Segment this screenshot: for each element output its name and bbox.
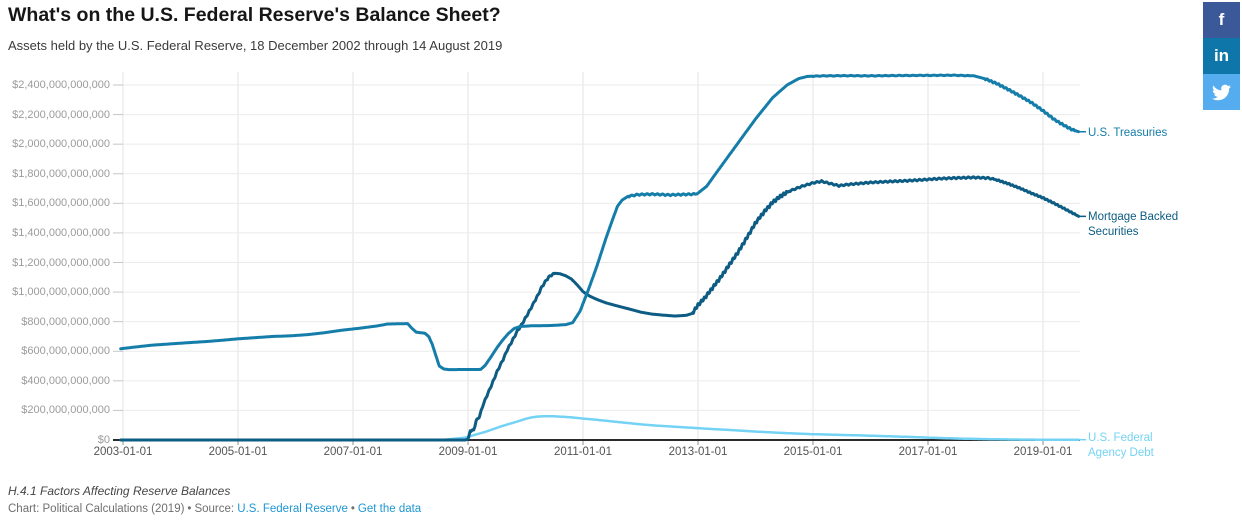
- y-tick-label: $800,000,000,000: [21, 315, 110, 328]
- series-label-us-federal-agency-debt: U.S. Federal Agency Debt: [1088, 431, 1200, 461]
- linkedin-share-button[interactable]: in: [1203, 38, 1240, 74]
- y-tick-label: $2,400,000,000,000: [12, 79, 110, 91]
- x-tick-label: 2019-01-01: [1013, 446, 1073, 458]
- series-label-line: Agency Debt: [1088, 447, 1154, 459]
- x-tick-label: 2013-01-01: [668, 446, 728, 458]
- page-subtitle: Assets held by the U.S. Federal Reserve,…: [8, 38, 503, 53]
- y-tick-label: $1,200,000,000,000: [12, 256, 110, 269]
- series-label-mortgage-backed-securities: Mortgage Backed Securities: [1088, 210, 1200, 240]
- page-title: What's on the U.S. Federal Reserve's Bal…: [8, 4, 501, 26]
- x-tick-label: 2009-01-01: [438, 446, 498, 458]
- y-tick-label: $1,600,000,000,000: [12, 197, 110, 210]
- source-link[interactable]: U.S. Federal Reserve: [237, 503, 348, 515]
- line-us-treasuries[interactable]: [119, 73, 1081, 372]
- x-tick-label: 2017-01-01: [898, 446, 958, 458]
- line-us-federal-agency-debt[interactable]: [119, 414, 1080, 442]
- source-label: Source:: [194, 503, 235, 515]
- linkedin-icon: in: [1213, 46, 1230, 65]
- overlay-layer: [1078, 130, 1086, 441]
- x-tick-label: 2011-01-01: [554, 446, 612, 458]
- y-tick-label: $200,000,000,000: [21, 404, 110, 417]
- series-label-line: U.S. Treasuries: [1088, 127, 1168, 139]
- series-label-us-treasuries: U.S. Treasuries: [1088, 126, 1200, 141]
- y-tick-label: $400,000,000,000: [21, 374, 110, 387]
- series-label-line: Securities: [1088, 226, 1139, 238]
- x-tick-label: 2003-01-01: [93, 446, 153, 458]
- credit-text: Chart: Political Calculations (2019): [8, 503, 185, 515]
- y-tick-label: $600,000,000,000: [21, 345, 110, 358]
- get-the-data-link[interactable]: Get the data: [357, 503, 422, 515]
- y-tick-label: $2,000,000,000,000: [12, 138, 110, 151]
- series-label-line: U.S. Federal: [1088, 432, 1153, 444]
- y-tick-label: $1,800,000,000,000: [12, 167, 110, 180]
- social-share-bar: f in: [1203, 2, 1240, 110]
- chart-footnote: H.4.1 Factors Affecting Reserve Balances: [8, 484, 231, 498]
- series-label-line: Mortgage Backed: [1088, 211, 1179, 223]
- facebook-icon: f: [1218, 10, 1225, 29]
- y-tick-label: $1,400,000,000,000: [12, 226, 110, 239]
- line-mortgage-backed-securities[interactable]: [119, 175, 1081, 442]
- x-tick-label: 2007-01-01: [323, 446, 383, 458]
- y-tick-label: $2,200,000,000,000: [12, 108, 110, 121]
- y-tick-label: $1,000,000,000,000: [12, 286, 110, 299]
- x-tick-label: 2015-01-01: [783, 446, 843, 458]
- twitter-bird-icon: [1212, 83, 1231, 102]
- credit-line: Chart: Political Calculations (2019) • Sou…: [8, 503, 421, 515]
- x-tick-label: 2005-01-01: [208, 446, 268, 458]
- twitter-share-button[interactable]: [1203, 74, 1240, 110]
- facebook-share-button[interactable]: f: [1203, 2, 1240, 38]
- credit-separator: •: [187, 503, 192, 515]
- y-tick-label: $0: [97, 434, 110, 446]
- grid-layer: [113, 72, 1080, 445]
- credit-separator: •: [350, 503, 355, 515]
